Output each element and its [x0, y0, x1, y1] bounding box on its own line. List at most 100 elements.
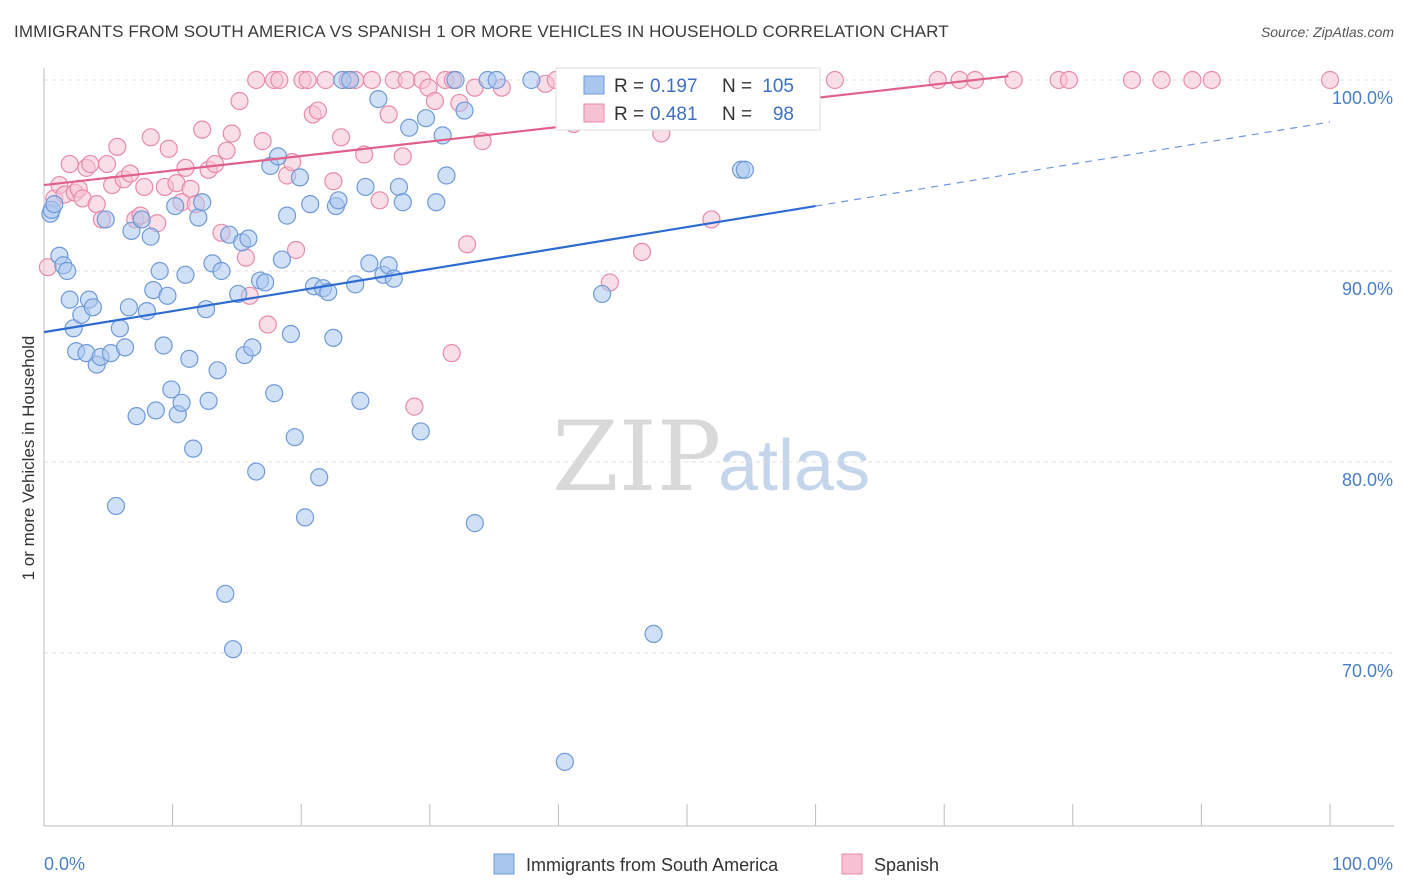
data-point: [87, 195, 106, 214]
data-point: [393, 193, 412, 212]
watermark-zip: ZIP: [552, 401, 721, 513]
data-point: [258, 315, 277, 334]
data-point: [97, 154, 117, 174]
data-point: [389, 177, 409, 197]
trend-lines: [43, 75, 1331, 334]
data-point: [1152, 70, 1171, 90]
data-point: [487, 70, 506, 90]
data-point: [298, 70, 317, 90]
data-point: [442, 344, 461, 363]
data-point: [277, 206, 297, 225]
x-tick-label-min: 0.0%: [44, 854, 85, 874]
data-point: [217, 141, 236, 160]
data-point: [397, 70, 416, 90]
x-tick-label-max: 100.0%: [1332, 854, 1393, 874]
y-tick-label: 80.0%: [1342, 470, 1393, 490]
data-point: [135, 177, 154, 197]
data-point: [425, 91, 445, 111]
data-point: [272, 250, 292, 269]
data-point: [180, 349, 199, 368]
chart-title: IMMIGRANTS FROM SOUTH AMERICA VS SPANISH…: [14, 22, 949, 41]
data-point: [176, 265, 195, 284]
data-point: [427, 193, 446, 212]
data-point: [239, 229, 258, 248]
data-point: [360, 254, 379, 273]
data-point: [162, 380, 181, 399]
data-point: [106, 496, 126, 516]
data-point: [446, 70, 465, 90]
data-point: [243, 338, 262, 357]
stats-r-label-pink: R =: [614, 104, 644, 125]
data-point: [166, 196, 185, 216]
data-point: [212, 261, 231, 281]
stats-r-label-blue: R =: [614, 76, 644, 97]
data-point: [146, 401, 165, 420]
legend-label-south-america: Immigrants from South America: [526, 855, 779, 875]
data-point: [1122, 70, 1142, 90]
axes: [43, 68, 1394, 827]
data-point: [1059, 70, 1079, 90]
data-point: [265, 384, 284, 403]
data-point: [301, 195, 320, 214]
data-point: [60, 290, 79, 309]
data-point: [181, 179, 200, 198]
data-point: [199, 391, 218, 410]
data-point: [285, 428, 304, 447]
data-point: [522, 70, 541, 90]
south-america-points: [41, 70, 817, 771]
trend-line-south-america: [43, 204, 816, 334]
legend: Immigrants from South America Spanish: [493, 853, 939, 875]
data-point: [141, 128, 160, 147]
data-point: [369, 89, 388, 109]
data-point: [308, 101, 328, 120]
data-point: [351, 391, 370, 410]
gridlines: [44, 79, 1394, 654]
stats-n-label-blue: N =: [722, 76, 752, 97]
data-point: [457, 235, 477, 254]
data-point: [119, 298, 138, 317]
data-point: [193, 120, 212, 139]
y-tick-label: 70.0%: [1342, 661, 1393, 681]
stats-box: R = 0.197 N = 105 R = 0.481 N = 98: [555, 67, 821, 131]
watermark-atlas: atlas: [718, 426, 870, 506]
data-point: [411, 422, 430, 441]
data-point: [370, 191, 389, 210]
data-point: [825, 70, 844, 90]
legend-swatch-spanish: [841, 853, 863, 875]
data-point: [247, 70, 266, 90]
data-point: [437, 166, 456, 185]
data-point: [1202, 70, 1221, 90]
data-point: [644, 624, 663, 644]
data-point: [222, 124, 241, 143]
data-point: [465, 514, 484, 533]
stats-r-value-pink: 0.481: [650, 104, 698, 125]
data-point: [286, 240, 306, 260]
data-point: [928, 70, 947, 90]
y-tick-labels: 70.0% 80.0% 90.0% 100.0%: [1332, 88, 1393, 681]
chart-source: Source: ZipAtlas.com: [1260, 24, 1394, 40]
data-point: [416, 109, 436, 128]
data-point: [324, 172, 343, 191]
data-point: [60, 154, 79, 174]
data-point: [216, 584, 235, 603]
data-point: [208, 361, 227, 380]
data-point: [108, 137, 127, 156]
data-point: [154, 336, 173, 355]
data-point: [110, 319, 129, 338]
stats-n-value-pink: 98: [773, 104, 794, 125]
data-point: [268, 147, 288, 166]
data-point: [247, 462, 266, 481]
trend-line-spanish: [43, 75, 1009, 187]
data-point: [83, 298, 102, 317]
data-point: [184, 439, 203, 458]
data-point: [236, 248, 256, 267]
data-point: [362, 70, 382, 90]
data-point: [122, 221, 141, 240]
data-point: [379, 105, 398, 124]
stats-swatch-pink: [583, 103, 605, 123]
legend-swatch-south-america: [493, 853, 515, 875]
data-point: [189, 208, 208, 227]
data-point: [58, 261, 77, 281]
data-point: [1320, 70, 1340, 90]
